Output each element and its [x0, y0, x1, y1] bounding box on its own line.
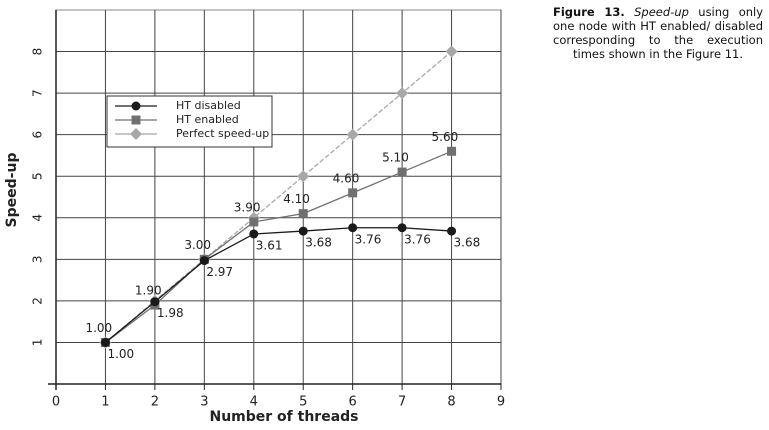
x-tick-label: 6: [349, 395, 357, 410]
data-label: 1.90: [135, 284, 162, 298]
point: [447, 226, 457, 236]
x-tick-label: 9: [497, 395, 505, 410]
x-tick-label: 1: [101, 395, 109, 410]
legend-marker: [130, 128, 142, 140]
point: [396, 87, 409, 100]
y-tick-label: 7: [31, 89, 45, 97]
data-label: 3.76: [355, 232, 382, 246]
point: [346, 128, 359, 141]
caption-emphasis: Speed-up: [634, 5, 689, 19]
legend-marker: [131, 115, 141, 125]
caption: Figure 13. Speed-up using only one node …: [553, 5, 763, 61]
point: [397, 167, 407, 177]
y-tick-label: 2: [31, 297, 45, 305]
x-tick-label: 0: [52, 395, 60, 410]
point: [249, 217, 259, 227]
legend-label: HT disabled: [176, 99, 241, 112]
data-label: 3.00: [184, 238, 211, 252]
x-axis-label: Number of threads: [209, 409, 358, 425]
y-tick-label: 3: [31, 256, 45, 264]
y-tick-label: 5: [31, 172, 45, 180]
data-label: 1.00: [85, 321, 112, 335]
point: [298, 209, 308, 219]
data-label: 1.98: [157, 306, 184, 320]
data-label: 3.68: [454, 236, 481, 250]
chart: Number of threads Speed-up 1 2 3 4 5 6 7 8 0 1 2 3 4…: [4, 9, 505, 425]
point: [297, 170, 310, 183]
point: [397, 223, 407, 233]
data-label: 3.90: [234, 200, 261, 214]
data-label: 4.10: [283, 192, 310, 206]
point: [447, 146, 457, 156]
point: [199, 256, 209, 266]
y-tick-label: 6: [31, 131, 45, 139]
x-tick-label: 4: [250, 395, 258, 410]
point: [100, 337, 110, 347]
y-tick-label: 8: [31, 48, 45, 56]
legend-label: HT enabled: [176, 113, 239, 126]
point: [348, 188, 358, 198]
point: [298, 226, 308, 236]
point: [249, 229, 259, 239]
data-label: 2.97: [206, 265, 233, 279]
series-line: [105, 150, 452, 343]
legend-label: Perfect speed-up: [176, 127, 269, 140]
data-label: 3.76: [404, 232, 431, 246]
x-tick-label: 3: [200, 395, 208, 410]
caption-label: Figure 13.: [553, 5, 625, 19]
y-tick-label: 1: [31, 339, 45, 347]
data-label: 4.60: [333, 171, 360, 185]
data-label: 3.61: [256, 238, 283, 252]
y-axis-label: Speed-up: [4, 153, 20, 228]
x-tick-label: 5: [299, 395, 307, 410]
legend-marker: [131, 101, 141, 111]
caption-text: using only one node with HT enabled/ dis…: [553, 5, 764, 61]
data-label: 3.68: [305, 236, 332, 250]
x-tick-label: 7: [398, 395, 406, 410]
point: [348, 223, 358, 233]
data-label: 1.00: [107, 347, 134, 361]
point: [445, 45, 458, 58]
x-tick-label: 8: [447, 395, 455, 410]
series-line: [105, 51, 452, 343]
data-label: 5.10: [382, 151, 409, 165]
point: [150, 297, 160, 307]
series-line: [105, 227, 452, 343]
data-label: 5.60: [432, 130, 459, 144]
x-tick-label: 2: [151, 395, 159, 410]
y-tick-label: 4: [31, 214, 45, 222]
